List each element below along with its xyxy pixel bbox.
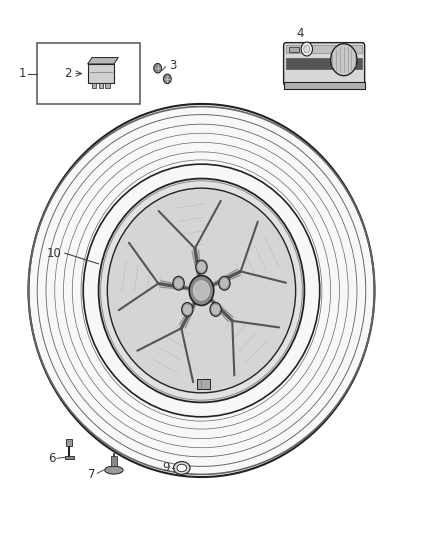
Circle shape	[163, 74, 171, 84]
Text: 2: 2	[64, 67, 72, 80]
Text: 1: 1	[19, 67, 27, 80]
Text: 4: 4	[296, 27, 304, 39]
Circle shape	[301, 42, 313, 56]
Polygon shape	[88, 58, 118, 64]
Text: 7: 7	[88, 468, 96, 481]
Circle shape	[184, 305, 191, 314]
Bar	[37, 43, 140, 104]
Text: 6: 6	[48, 452, 56, 465]
Circle shape	[182, 303, 193, 317]
Ellipse shape	[105, 466, 123, 474]
Bar	[92, 83, 96, 88]
Ellipse shape	[173, 462, 190, 474]
Bar	[111, 456, 117, 466]
Circle shape	[212, 305, 219, 314]
Bar	[99, 83, 103, 88]
Bar	[289, 47, 299, 52]
Circle shape	[331, 44, 357, 76]
Ellipse shape	[99, 179, 304, 402]
Circle shape	[210, 303, 221, 317]
Ellipse shape	[177, 464, 187, 472]
Ellipse shape	[83, 164, 320, 417]
Circle shape	[219, 276, 230, 290]
Circle shape	[194, 281, 209, 300]
Circle shape	[189, 276, 214, 305]
Bar	[197, 379, 210, 389]
Bar	[65, 456, 74, 459]
Circle shape	[173, 276, 184, 290]
Bar	[88, 64, 114, 83]
Bar	[66, 439, 72, 446]
Text: 9: 9	[162, 462, 170, 474]
Text: 10: 10	[46, 247, 61, 260]
Bar	[283, 82, 364, 89]
Circle shape	[221, 279, 228, 287]
FancyBboxPatch shape	[283, 43, 364, 85]
Ellipse shape	[28, 104, 374, 477]
Text: 3: 3	[170, 59, 177, 71]
Circle shape	[196, 260, 207, 274]
Ellipse shape	[107, 188, 296, 393]
Bar	[286, 45, 362, 53]
Circle shape	[175, 279, 182, 287]
Circle shape	[304, 45, 310, 53]
Circle shape	[198, 263, 205, 271]
Circle shape	[154, 63, 162, 73]
Bar	[105, 83, 110, 88]
Bar	[286, 58, 362, 69]
